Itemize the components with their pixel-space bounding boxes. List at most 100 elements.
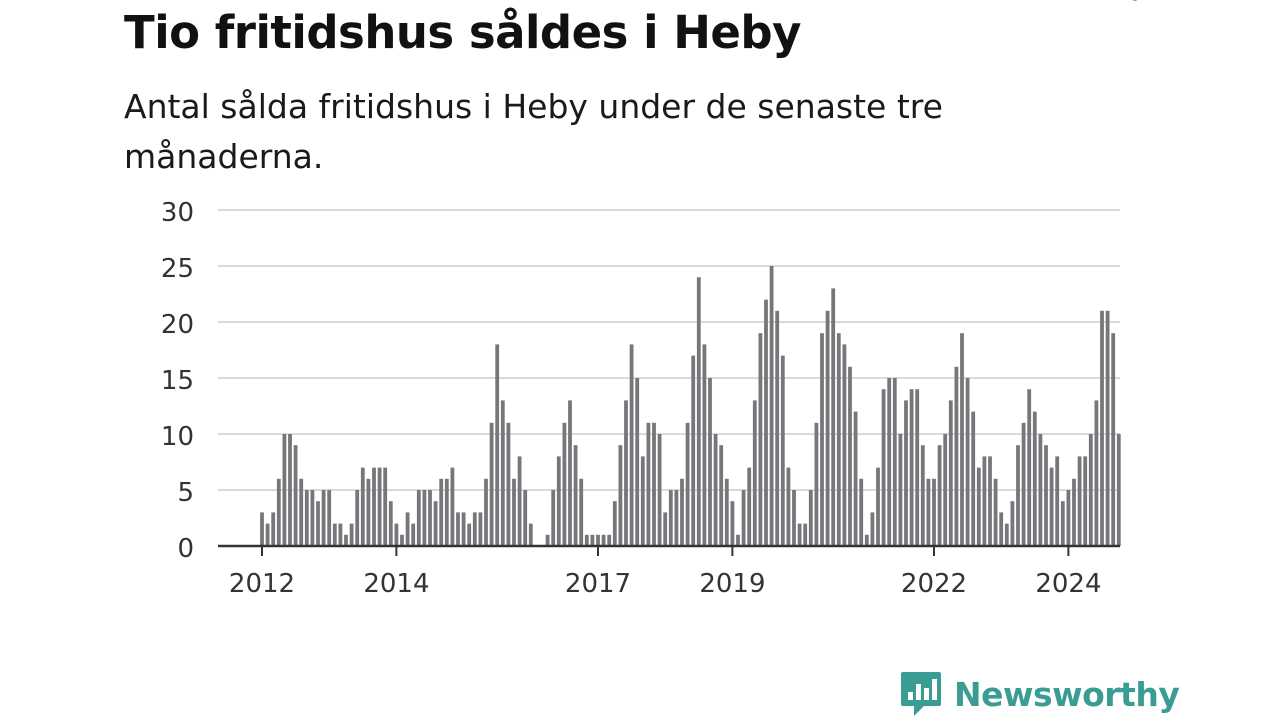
bar (1088, 434, 1093, 546)
bar (898, 434, 903, 546)
bar (321, 490, 326, 546)
bar (1116, 434, 1121, 546)
bar (982, 456, 987, 546)
bar (943, 434, 948, 546)
bar (332, 523, 337, 546)
bar (456, 512, 460, 546)
brand-name: Newsworthy (954, 674, 1180, 714)
bar (372, 467, 376, 546)
bar (495, 344, 500, 546)
bar (853, 411, 858, 546)
bar (909, 389, 914, 546)
bar (584, 534, 589, 546)
bar (657, 434, 662, 546)
x-axis-ticks: 2012 2014 2017 2019 2022 2024 (229, 546, 1101, 599)
bar (517, 456, 522, 546)
x-tick-label: 2014 (363, 569, 429, 599)
bar (478, 512, 483, 546)
bar (383, 467, 388, 546)
bar (691, 355, 696, 546)
bar (388, 501, 393, 546)
bar (293, 445, 298, 546)
bar (713, 434, 718, 546)
x-tick-label: 2019 (699, 569, 765, 599)
x-tick-label: 2012 (229, 569, 295, 599)
bar (1021, 422, 1026, 546)
bar (668, 490, 673, 546)
bar (948, 400, 953, 546)
chart-title: Tio fritidshus såldes i Heby (124, 6, 801, 59)
gridlines (218, 209, 1120, 491)
bar (797, 523, 802, 546)
bar (820, 333, 824, 546)
bar (702, 344, 707, 546)
bar (747, 467, 752, 546)
highlight-data-label: 10 (1109, 0, 1143, 7)
bar (870, 512, 875, 546)
bar (920, 445, 925, 546)
bar (1038, 434, 1043, 546)
bar (803, 523, 808, 546)
bar (876, 467, 880, 546)
bar (444, 478, 449, 546)
bar (842, 344, 847, 546)
bar (1072, 478, 1076, 546)
bar (416, 490, 421, 546)
newsworthy-logo: Newsworthy (900, 670, 1180, 718)
bar (814, 422, 819, 546)
bar (411, 523, 416, 546)
bar (971, 411, 976, 546)
bar (512, 478, 516, 546)
y-tick-label: 25 (161, 254, 194, 284)
bar (271, 512, 276, 546)
bar (472, 512, 477, 546)
bar (579, 478, 584, 546)
bar (708, 378, 712, 546)
bar (629, 344, 634, 546)
bar (864, 534, 869, 546)
bar (1044, 445, 1048, 546)
bar (528, 523, 533, 546)
bar (937, 445, 942, 546)
bar (433, 501, 438, 546)
bar (360, 467, 365, 546)
bar (276, 478, 281, 546)
bar (859, 478, 864, 546)
bar (338, 523, 343, 546)
bar (696, 277, 701, 546)
bar (1049, 467, 1054, 546)
bar (719, 445, 724, 546)
bar (288, 434, 292, 546)
bar (506, 422, 511, 546)
bar (786, 467, 791, 546)
bar (461, 512, 466, 546)
bar (377, 467, 382, 546)
bar (439, 478, 444, 546)
bar (988, 456, 992, 546)
x-tick-label: 2022 (901, 569, 967, 599)
bar (489, 422, 494, 546)
bar (596, 534, 600, 546)
bar (1027, 389, 1032, 546)
bar (663, 512, 668, 546)
bar (467, 523, 472, 546)
bar (556, 456, 561, 546)
bar (808, 490, 813, 546)
bar (881, 389, 886, 546)
bar (265, 523, 270, 546)
bar (635, 378, 640, 546)
bar (349, 523, 354, 546)
bar (764, 299, 768, 546)
bar (573, 445, 578, 546)
bar (780, 355, 785, 546)
bar (954, 366, 959, 546)
y-tick-label: 30 (161, 198, 194, 228)
bar (993, 478, 998, 546)
bar (792, 490, 796, 546)
bar (607, 534, 612, 546)
bar (344, 534, 348, 546)
bar (1077, 456, 1082, 546)
x-tick-label: 2017 (565, 569, 631, 599)
bar (926, 478, 931, 546)
